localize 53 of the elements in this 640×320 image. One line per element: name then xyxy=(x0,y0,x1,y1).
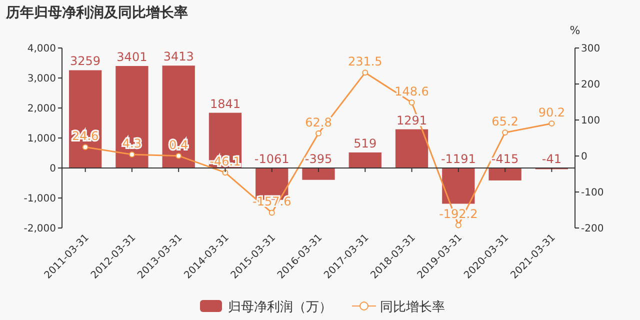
y-tick-label: 1,000 xyxy=(27,134,56,144)
data-label: -415 xyxy=(491,152,519,166)
point xyxy=(316,130,322,136)
bar xyxy=(395,129,428,168)
y-tick-label: 4,000 xyxy=(27,44,56,54)
data-label: 24.6 xyxy=(72,129,99,144)
data-label: 1841 xyxy=(210,96,240,111)
legend-label: 同比增长率 xyxy=(380,299,445,315)
y2-axis-title: % xyxy=(570,24,580,37)
data-label: -41 xyxy=(542,152,562,166)
data-label: 148.6 xyxy=(394,84,429,99)
bar xyxy=(348,152,382,168)
data-label: 231.5 xyxy=(348,54,382,69)
data-label: 3401 xyxy=(116,50,148,64)
bar xyxy=(68,70,102,168)
y2-tick-label: -100 xyxy=(581,188,604,198)
y2-tick-label: 100 xyxy=(581,116,600,126)
bar xyxy=(116,66,148,168)
y-tick-label: 2,000 xyxy=(27,104,56,114)
point xyxy=(128,151,135,158)
y-tick-label: -1,000 xyxy=(24,194,56,204)
point xyxy=(548,120,555,127)
legend-label: 归母净利润（万） xyxy=(228,300,332,315)
data-label: 65.2 xyxy=(492,114,518,129)
data-label: 3413 xyxy=(163,50,194,64)
data-label: 0.4 xyxy=(169,138,188,152)
chart-title: 历年归母净利润及同比增长率 xyxy=(5,4,188,21)
bar xyxy=(442,168,475,204)
data-label: 90.2 xyxy=(538,106,566,120)
point xyxy=(176,152,182,159)
y2-tick-label: 200 xyxy=(581,80,600,90)
data-label: -395 xyxy=(304,152,332,166)
y2-tick-label: -200 xyxy=(581,224,604,234)
bar xyxy=(162,66,195,168)
data-label: 4.3 xyxy=(122,136,142,150)
point xyxy=(408,100,415,106)
y2-tick-label: 300 xyxy=(581,44,600,54)
y-tick-label: 3,000 xyxy=(27,74,56,84)
point xyxy=(268,210,275,216)
point xyxy=(82,144,88,150)
bar xyxy=(302,168,335,180)
data-label: 3259 xyxy=(70,54,101,68)
point xyxy=(362,70,368,76)
y-tick-label: 0 xyxy=(50,164,56,174)
data-label: -1061 xyxy=(254,152,290,166)
point xyxy=(455,222,462,228)
data-label: 519 xyxy=(354,136,377,150)
point xyxy=(502,130,508,136)
data-label: -46.1 xyxy=(210,154,241,169)
data-label: -1191 xyxy=(440,152,476,166)
y-tick-label: -2,000 xyxy=(24,224,56,234)
bar xyxy=(488,168,522,180)
y2-tick-label: 0 xyxy=(581,152,588,162)
